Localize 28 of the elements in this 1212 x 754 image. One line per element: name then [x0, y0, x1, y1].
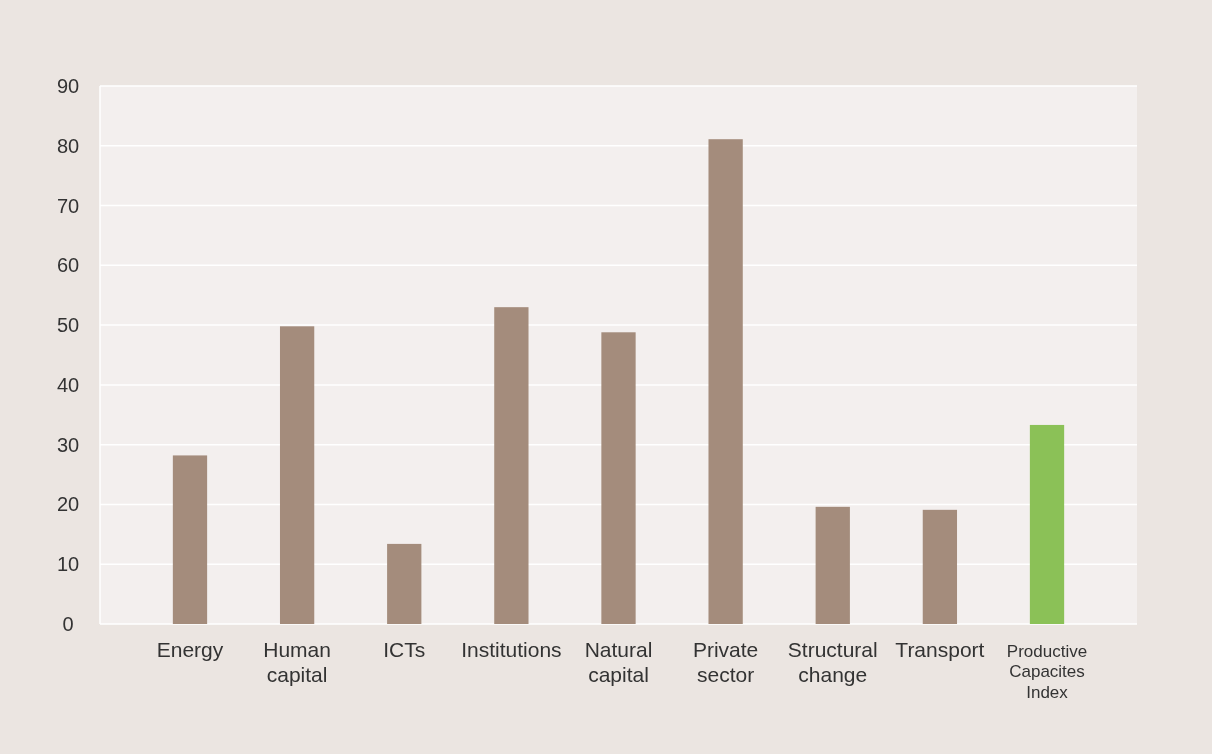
x-tick-label: Productive Capacites Index [1006, 642, 1088, 702]
y-tick-label: 40 [56, 373, 80, 396]
y-tick-label: 90 [56, 75, 80, 97]
bar [172, 455, 208, 624]
bar [1029, 424, 1065, 624]
y-tick-label: 80 [56, 134, 80, 157]
y-tick-label: 20 [56, 493, 80, 516]
bar [387, 543, 422, 624]
y-tick-label: 30 [56, 433, 80, 456]
x-tick-label: Energy [156, 638, 224, 661]
y-tick-label: 10 [56, 553, 80, 576]
x-tick-label: Institutions [461, 638, 562, 661]
bar [494, 307, 529, 624]
y-tick-label: 60 [56, 254, 80, 277]
x-tick-label: Structural change [787, 638, 878, 687]
x-tick-label: ICTs [383, 638, 426, 661]
x-tick-label: Private sector [692, 638, 759, 687]
bar [922, 509, 958, 624]
bar [708, 139, 743, 624]
bar [279, 326, 315, 624]
y-tick-label: 0 [62, 613, 74, 635]
y-tick-label: 50 [56, 314, 80, 337]
x-tick-label: Transport [895, 638, 985, 661]
bar [815, 506, 850, 624]
x-tick-label: Natural capital [584, 638, 653, 687]
x-tick-label: Human capital [263, 638, 331, 687]
bar [601, 332, 636, 624]
y-tick-label: 70 [56, 194, 80, 217]
